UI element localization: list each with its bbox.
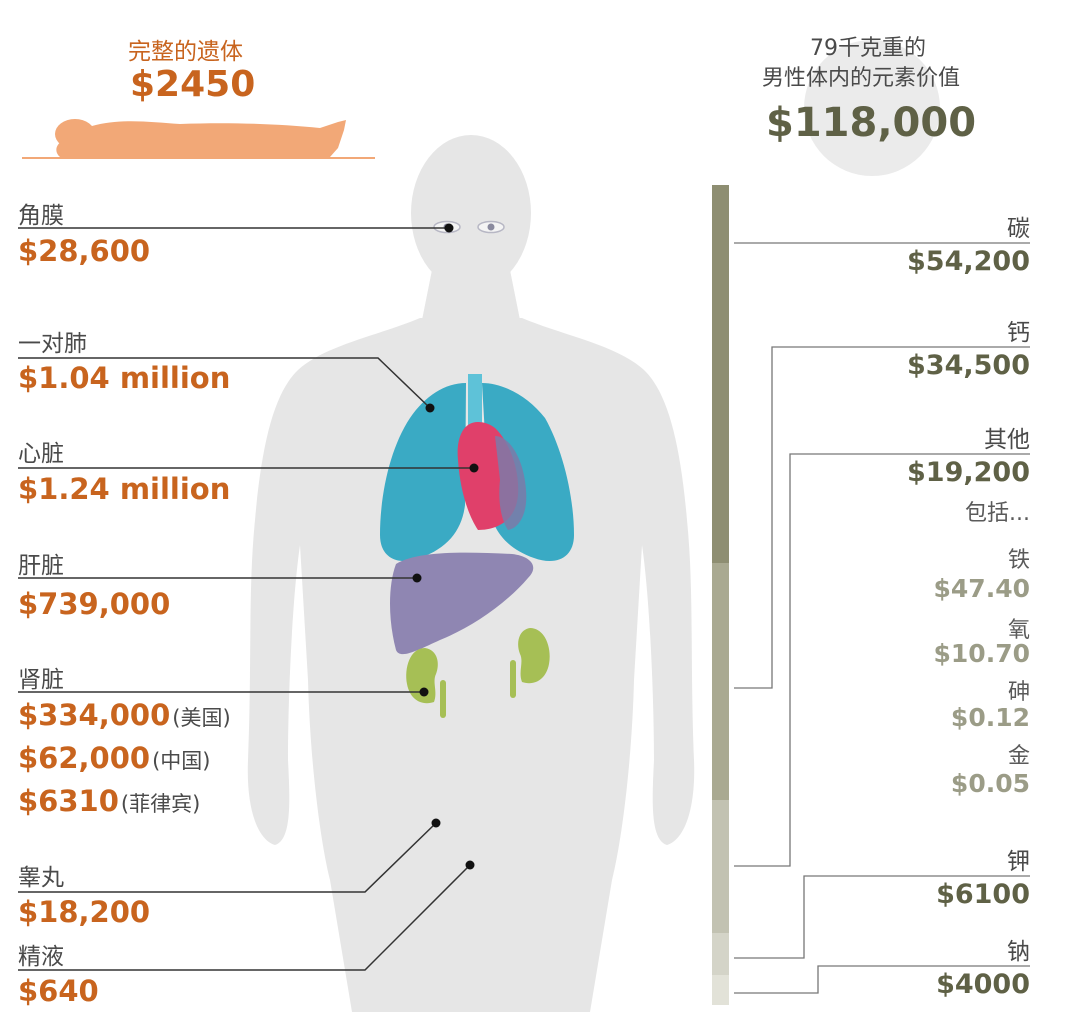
organ-price-semen: $640	[18, 974, 99, 1008]
element-price-arsenic: $0.12	[950, 703, 1030, 732]
organ-name-testicles: 睾丸	[18, 865, 64, 891]
lying-body-icon	[55, 119, 346, 157]
element-name-arsenic: 砷	[1007, 680, 1030, 705]
element-name-other: 其他	[984, 427, 1030, 453]
element-leader-lines	[734, 242, 1030, 994]
organ-name-heart: 心脏	[18, 441, 64, 467]
bar-segment-other	[712, 800, 729, 933]
element-price-sodium: $4000	[936, 969, 1030, 1000]
element-name-oxygen: 氧	[1007, 618, 1030, 643]
organ-name-semen: 精液	[18, 944, 64, 970]
organ-leader-lines	[18, 227, 474, 971]
element-price-gold: $0.05	[950, 769, 1030, 798]
element-name-iron: 铁	[1007, 548, 1030, 573]
elements-header-line1: 79千克重的	[810, 36, 926, 61]
organ-price-liver: $739,000	[18, 587, 171, 621]
liver-icon	[390, 552, 534, 655]
organ-name-cornea: 角膜	[18, 203, 64, 229]
organ-price-lungs: $1.04 million	[18, 361, 231, 395]
element-price-iron: $47.40	[933, 574, 1030, 603]
whole-body-label: 完整的遗体	[128, 39, 243, 65]
kidney-price-usa-note: (美国)	[172, 706, 231, 730]
element-price-potassium: $6100	[936, 879, 1030, 910]
body-silhouette	[247, 135, 695, 1012]
bar-segment-carbon	[712, 185, 729, 563]
bar-segment-potassium	[712, 933, 729, 975]
organ-name-liver: 肝脏	[18, 553, 64, 579]
organ-dots	[412, 223, 479, 870]
element-price-carbon: $54,200	[907, 246, 1030, 277]
bar-segment-sodium	[712, 975, 729, 1005]
elements-total-value: $118,000	[766, 100, 977, 146]
organ-name-kidneys: 肾脏	[18, 667, 64, 693]
bar-segment-calcium	[712, 563, 729, 800]
kidney-price-usa-value: $334,000	[18, 698, 171, 732]
kidneys-icon	[406, 628, 550, 718]
organ-price-cornea: $28,600	[18, 234, 151, 268]
organ-price-kidneys-usa: $334,000(美国)	[18, 698, 231, 732]
organ-price-kidneys-china: $62,000(中国)	[18, 741, 210, 775]
kidney-price-china-value: $62,000	[18, 741, 151, 775]
organ-price-heart: $1.24 million	[18, 472, 231, 506]
element-value-bar	[712, 185, 729, 1005]
element-price-oxygen: $10.70	[933, 639, 1030, 668]
kidney-price-china-note: (中国)	[152, 749, 211, 773]
element-price-other: $19,200	[907, 457, 1030, 488]
kidney-price-philippines-note: (菲律宾)	[120, 792, 201, 816]
organ-price-kidneys-philippines: $6310(菲律宾)	[18, 784, 200, 818]
element-name-calcium: 钙	[1007, 320, 1030, 346]
element-name-gold: 金	[1007, 744, 1030, 769]
heart-icon	[457, 422, 527, 530]
elements-header-line2: 男性体内的元素价值	[762, 66, 961, 91]
element-name-sodium: 钠	[1007, 939, 1030, 965]
whole-body-price: $2450	[130, 64, 256, 105]
organ-price-testicles: $18,200	[18, 895, 151, 929]
element-other-includes-label: 包括...	[965, 501, 1030, 526]
total-value-circle	[804, 40, 940, 176]
element-price-calcium: $34,500	[907, 350, 1030, 381]
element-name-carbon: 碳	[1007, 216, 1030, 242]
element-name-potassium: 钾	[1007, 849, 1030, 875]
organ-name-lungs: 一对肺	[18, 331, 87, 357]
kidney-price-philippines-value: $6310	[18, 784, 119, 818]
